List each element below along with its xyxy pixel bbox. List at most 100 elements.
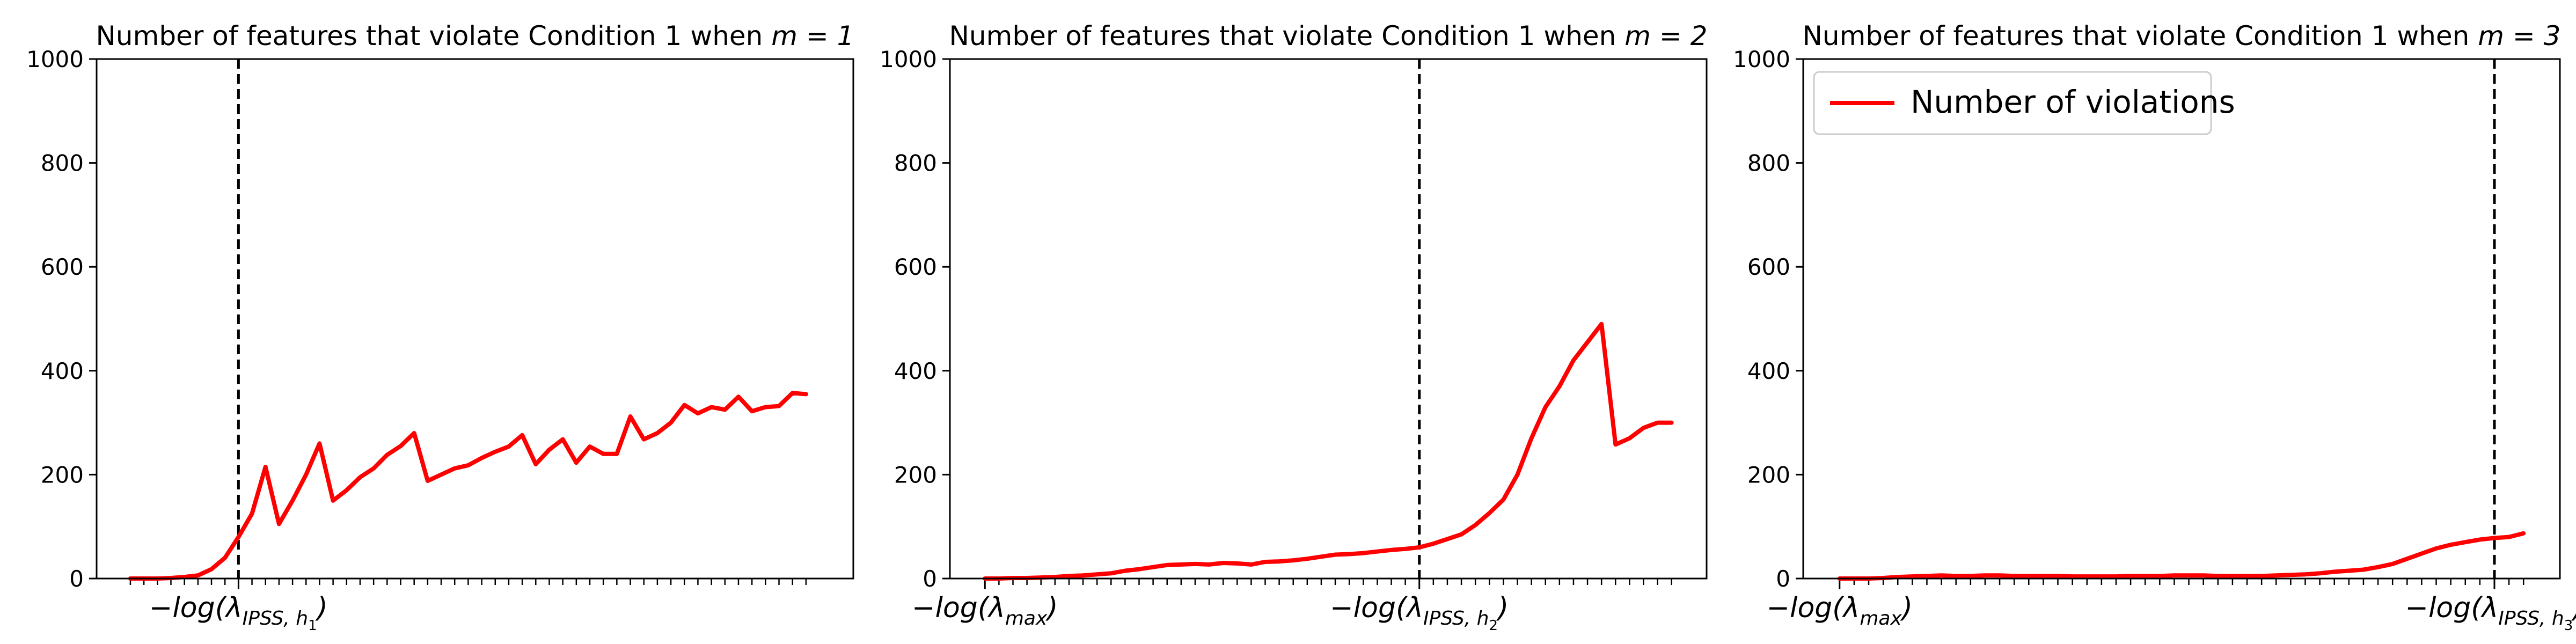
y-tick-label: 400 — [41, 358, 84, 384]
data-point — [1489, 513, 1490, 514]
y-tick-label: 800 — [41, 150, 84, 177]
data-point — [2116, 576, 2117, 577]
x-tick-label: −log(λIPSS, h1) — [149, 592, 328, 634]
y-tick-label: 400 — [1747, 358, 1790, 384]
subplot-3: Number of features that violate Conditio… — [1733, 20, 2576, 634]
data-point — [1250, 564, 1252, 565]
data-point — [1236, 563, 1238, 564]
y-tick-label: 0 — [923, 566, 937, 592]
data-point — [1615, 444, 1616, 445]
y-tick-label: 1000 — [1733, 46, 1790, 72]
legend-label: Number of violations — [1911, 84, 2235, 120]
data-point — [603, 453, 604, 455]
axes-frame — [1802, 58, 2561, 580]
x-tick-label-main: −log(λ — [912, 592, 1005, 624]
x-tick-label-sub: IPSS, h — [2498, 608, 2564, 630]
series-line — [983, 321, 1674, 581]
chart-title-text: Number of features that violate Conditio… — [949, 20, 1625, 52]
data-point — [2305, 574, 2306, 575]
y-tick-label: 200 — [1747, 462, 1790, 488]
x-tick-label-main: −log(λ — [2405, 592, 2498, 624]
x-tick-label: −log(λIPSS, h2) — [1330, 592, 1509, 634]
data-point — [197, 575, 199, 576]
data-point — [265, 466, 266, 467]
data-point — [724, 409, 726, 410]
data-point — [643, 439, 645, 440]
data-point — [2101, 576, 2102, 577]
x-tick-label-close: ) — [2571, 592, 2576, 624]
y-tick-label: 200 — [41, 462, 84, 488]
data-point — [1657, 422, 1658, 423]
y-tick-label: 1000 — [880, 46, 937, 72]
y-tick-label: 600 — [1747, 254, 1790, 280]
x-tick-label-close: ) — [1045, 592, 1058, 624]
data-point — [319, 443, 320, 444]
series-line — [128, 391, 808, 581]
data-point — [2203, 575, 2204, 576]
data-point — [2174, 575, 2175, 576]
data-point — [1082, 575, 1084, 576]
x-tick-label-sub: IPSS, h — [1423, 608, 1489, 630]
y-tick-label: 400 — [894, 358, 937, 384]
data-point — [1405, 548, 1406, 550]
data-point — [2275, 575, 2277, 576]
data-point — [630, 416, 631, 417]
x-tick-label-close: ) — [315, 592, 328, 624]
data-point — [1517, 474, 1518, 475]
data-point — [1941, 575, 1942, 576]
axes-frame — [949, 58, 1708, 580]
chart-title: Number of features that violate Conditio… — [949, 20, 1708, 52]
x-tick-label-subsub: 1 — [308, 618, 317, 634]
axes-frame — [96, 58, 854, 580]
data-point — [1573, 360, 1574, 361]
x-tick-label-main: −log(λ — [1766, 592, 1860, 624]
y-tick-label: 800 — [1747, 150, 1790, 177]
x-tick-label-close: ) — [1496, 592, 1509, 624]
legend: Number of violations — [1813, 71, 2235, 135]
series-line — [1837, 531, 2526, 581]
subplot-2: Number of features that violate Conditio… — [880, 20, 1708, 634]
data-point — [549, 449, 550, 450]
data-point — [2072, 576, 2073, 577]
data-point — [2421, 553, 2422, 554]
data-point — [2479, 539, 2480, 540]
x-tick-label: −log(λIPSS, h3) — [2405, 592, 2576, 634]
x-tick-label-subsub: 2 — [1489, 618, 1498, 634]
x-tick-label-main: −log(λ — [1330, 592, 1423, 624]
x-tick-label-close: ) — [1900, 592, 1913, 624]
data-point — [2319, 573, 2321, 574]
x-tick-label-sub: IPSS, h — [243, 608, 308, 630]
data-point — [1671, 422, 1672, 423]
chart-title-m: m = 3 — [2478, 20, 2560, 52]
data-point — [1209, 564, 1210, 565]
data-point — [346, 489, 347, 491]
y-tick-label: 0 — [1776, 566, 1790, 592]
data-point — [400, 445, 401, 447]
chart-title-m: m = 2 — [1624, 20, 1707, 52]
data-point — [1377, 551, 1378, 552]
chart-title: Number of features that violate Conditio… — [1803, 20, 2561, 52]
chart-title-text: Number of features that violate Conditio… — [1803, 20, 2478, 52]
y-tick-label: 1000 — [26, 46, 84, 72]
data-point — [360, 477, 361, 478]
x-tick-label-sub: max — [1860, 608, 1902, 630]
data-point — [1335, 554, 1336, 555]
y-tick-label: 0 — [69, 566, 84, 592]
data-point — [467, 465, 469, 466]
data-point — [1503, 499, 1504, 500]
data-point — [562, 439, 564, 440]
x-tick-label-sub: max — [1005, 608, 1048, 630]
data-point — [2348, 570, 2350, 571]
chart-title: Number of features that violate Conditio… — [96, 20, 854, 52]
data-point — [1461, 534, 1462, 535]
data-point — [441, 474, 442, 475]
y-tick-label: 600 — [894, 254, 937, 280]
chart-title-m: m = 1 — [771, 20, 854, 52]
x-tick-label-subsub: 3 — [2564, 618, 2573, 634]
chart-title-text: Number of features that violate Conditio… — [96, 20, 772, 52]
y-tick-label: 600 — [41, 254, 84, 280]
subplot-1: Number of features that violate Conditio… — [26, 20, 854, 634]
data-point — [1912, 576, 1913, 577]
y-tick-label: 200 — [894, 462, 937, 488]
